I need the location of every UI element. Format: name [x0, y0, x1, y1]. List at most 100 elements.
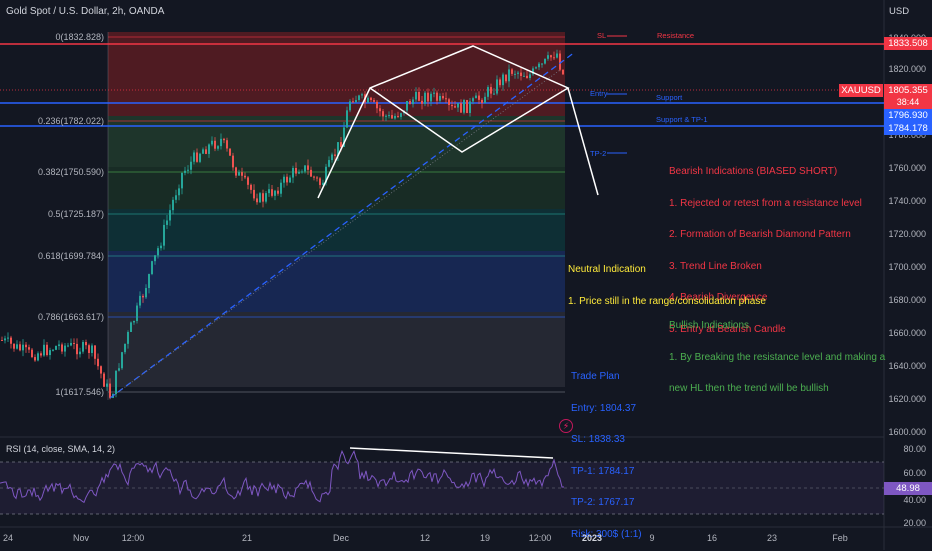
candle-body [469, 101, 471, 113]
candle-body [256, 198, 258, 203]
candle-body [247, 177, 249, 185]
candle-body [76, 343, 78, 355]
candle-body [169, 210, 171, 221]
fib-band [108, 312, 565, 387]
fib-level-label: 1(1617.546) [55, 387, 104, 397]
candle-body [436, 92, 438, 101]
candle-body [406, 100, 408, 111]
candle-body [529, 74, 531, 79]
candle-body [325, 166, 327, 183]
candle-body [25, 344, 27, 348]
candle-body [541, 63, 543, 65]
fib-band [108, 167, 565, 209]
chart-title: Gold Spot / U.S. Dollar, 2h, OANDA [6, 6, 165, 17]
candle-body [448, 99, 450, 105]
candle-body [178, 188, 180, 196]
candle-body [22, 344, 24, 351]
candle-body [1, 340, 3, 341]
candle-body [262, 193, 264, 202]
candle-body [313, 176, 315, 178]
candle-body [100, 366, 102, 374]
candle-body [349, 101, 351, 111]
fib-level-label: 0.786(1663.617) [37, 312, 104, 322]
candle-body [358, 95, 360, 101]
candle-body [79, 351, 81, 355]
candle-body [409, 100, 411, 105]
candle-body [271, 189, 273, 196]
candle-body [136, 305, 138, 321]
rsi-label[interactable]: RSI (14, close, SMA, 14, 2) [6, 444, 116, 454]
candle-body [535, 67, 537, 69]
trade-plan: Trade Plan Entry: 1804.37 SL: 1838.33 TP… [571, 351, 642, 551]
candle-body [445, 98, 447, 100]
price-axis-label: 1740.000 [888, 196, 926, 206]
bullish-title: Bullish Indications [669, 320, 750, 331]
candle-body [217, 146, 219, 149]
candle-body [484, 96, 486, 104]
price-axis-label: 1680.000 [888, 295, 926, 305]
candle-body [202, 149, 204, 154]
candle-body [361, 94, 363, 96]
candle-body [463, 100, 465, 113]
last-price-tag: 1805.355 [884, 84, 932, 97]
candle-body [283, 176, 285, 183]
candle-body [379, 108, 381, 112]
candle-body [355, 100, 357, 103]
bearish-item: 2. Formation of Bearish Diamond Pattern [669, 229, 851, 240]
candle-body [232, 155, 234, 168]
candle-body [337, 142, 339, 156]
candle-body [46, 344, 48, 356]
resistance-price-tag: 1833.508 [884, 37, 932, 50]
candle-body [154, 255, 156, 262]
candle-body [505, 74, 507, 82]
resistance-label: Resistance [657, 31, 695, 40]
price-axis-label: 1820.000 [888, 64, 926, 74]
rsi-divergence-line [349, 447, 554, 459]
candle-body [58, 344, 60, 346]
candle-body [166, 220, 168, 225]
candle-body [52, 349, 54, 351]
candle-body [208, 144, 210, 154]
candle-body [121, 352, 123, 369]
candle-body [331, 154, 333, 161]
bearish-item: 4. Bearish Divergence [669, 292, 768, 303]
candle-body [31, 349, 33, 358]
candle-body [28, 347, 30, 350]
candle-body [424, 92, 426, 104]
candle-body [199, 153, 201, 162]
candle-body [508, 69, 510, 82]
candle-body [391, 115, 393, 119]
candle-body [307, 165, 309, 170]
candle-body [367, 97, 369, 103]
candle-body [145, 288, 147, 298]
candle-body [319, 178, 321, 185]
candle-body [430, 93, 432, 102]
candle-body [130, 322, 132, 332]
candle-body [16, 344, 18, 349]
candle-body [184, 170, 186, 173]
rsi-axis-label: 20.00 [903, 518, 926, 528]
candle-body [553, 57, 555, 59]
price-axis-label: 1640.000 [888, 361, 926, 371]
lightning-icon[interactable]: ⚡︎ [559, 419, 573, 433]
rsi-axis-label: 40.00 [903, 495, 926, 505]
fib-level-label: 0.382(1750.590) [37, 167, 104, 177]
candle-body [388, 115, 390, 117]
candle-body [67, 345, 69, 347]
candle-body [298, 172, 300, 174]
candle-body [157, 248, 159, 256]
time-axis-label: 23 [766, 533, 778, 543]
candle-body [235, 167, 237, 176]
candle-body [127, 331, 129, 344]
candle-body [133, 320, 135, 323]
trade-plan-sl: SL: 1838.33 [571, 434, 625, 445]
price-axis-label: 1700.000 [888, 262, 926, 272]
bullish-item: 1. By Breaking the resistance level and … [669, 351, 886, 363]
candle-body [328, 160, 330, 167]
support-label: Support [656, 93, 683, 102]
price-axis-label: 1780.000 [888, 130, 926, 140]
candle-body [415, 91, 417, 100]
candle-body [124, 343, 126, 353]
candle-body [73, 342, 75, 344]
